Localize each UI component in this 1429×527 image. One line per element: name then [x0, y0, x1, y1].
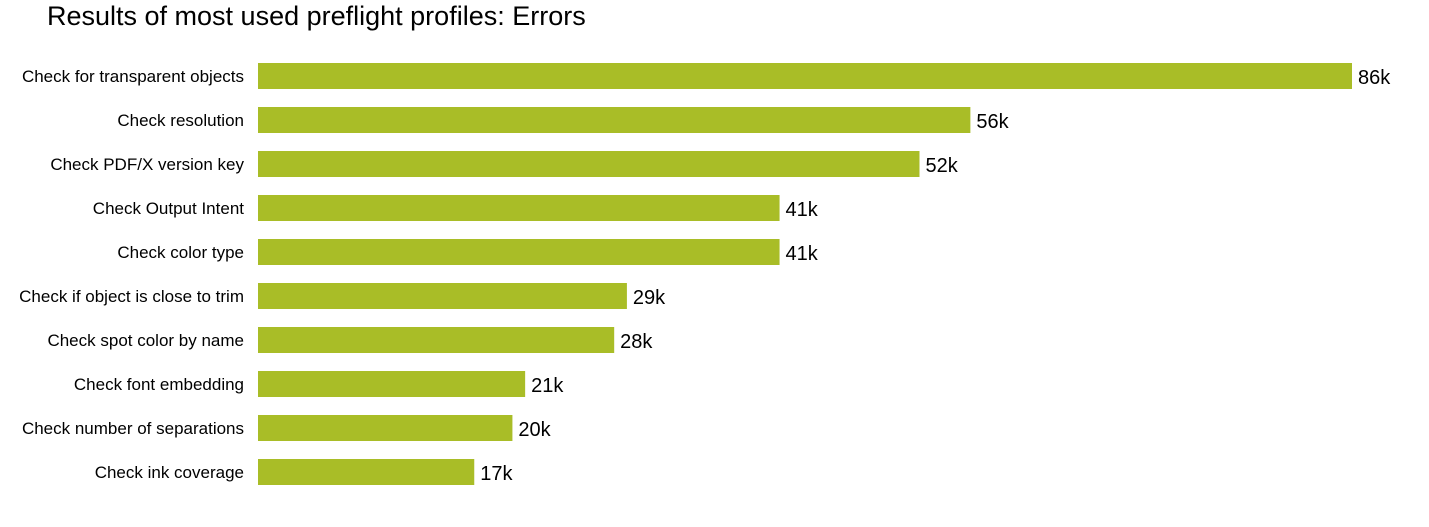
bar: [258, 371, 526, 397]
bar: [258, 283, 627, 309]
category-label: Check number of separations: [22, 419, 244, 438]
bar: [258, 239, 780, 265]
value-label: 20k: [518, 419, 551, 441]
bar: [258, 63, 1352, 89]
bar: [258, 415, 513, 441]
value-label: 17k: [480, 463, 513, 485]
value-label: 21k: [531, 375, 564, 397]
category-label: Check for transparent objects: [22, 67, 244, 86]
bar: [258, 327, 615, 353]
bar: [258, 151, 920, 177]
category-label: Check ink coverage: [95, 463, 244, 482]
value-label: 41k: [786, 199, 819, 221]
bar: [258, 459, 475, 485]
category-label: Check font embedding: [74, 375, 244, 394]
value-label: 28k: [620, 331, 653, 353]
category-label: Check Output Intent: [93, 199, 244, 218]
category-label: Check spot color by name: [47, 331, 244, 350]
value-label: 52k: [925, 155, 958, 177]
value-label: 56k: [976, 111, 1009, 133]
bars-layer: Check for transparent objects 86k Check re…: [19, 63, 1391, 485]
bar: [258, 107, 971, 133]
category-label: Check color type: [117, 243, 244, 262]
category-label: Check if object is close to trim: [19, 287, 244, 306]
value-label: 41k: [786, 243, 819, 265]
bar: [258, 195, 780, 221]
category-label: Check resolution: [117, 111, 244, 130]
value-label: 29k: [633, 287, 666, 309]
category-label: Check PDF/X version key: [50, 155, 244, 174]
value-label: 86k: [1358, 67, 1391, 89]
chart-title: Results of most used preflight profiles:…: [47, 1, 586, 31]
